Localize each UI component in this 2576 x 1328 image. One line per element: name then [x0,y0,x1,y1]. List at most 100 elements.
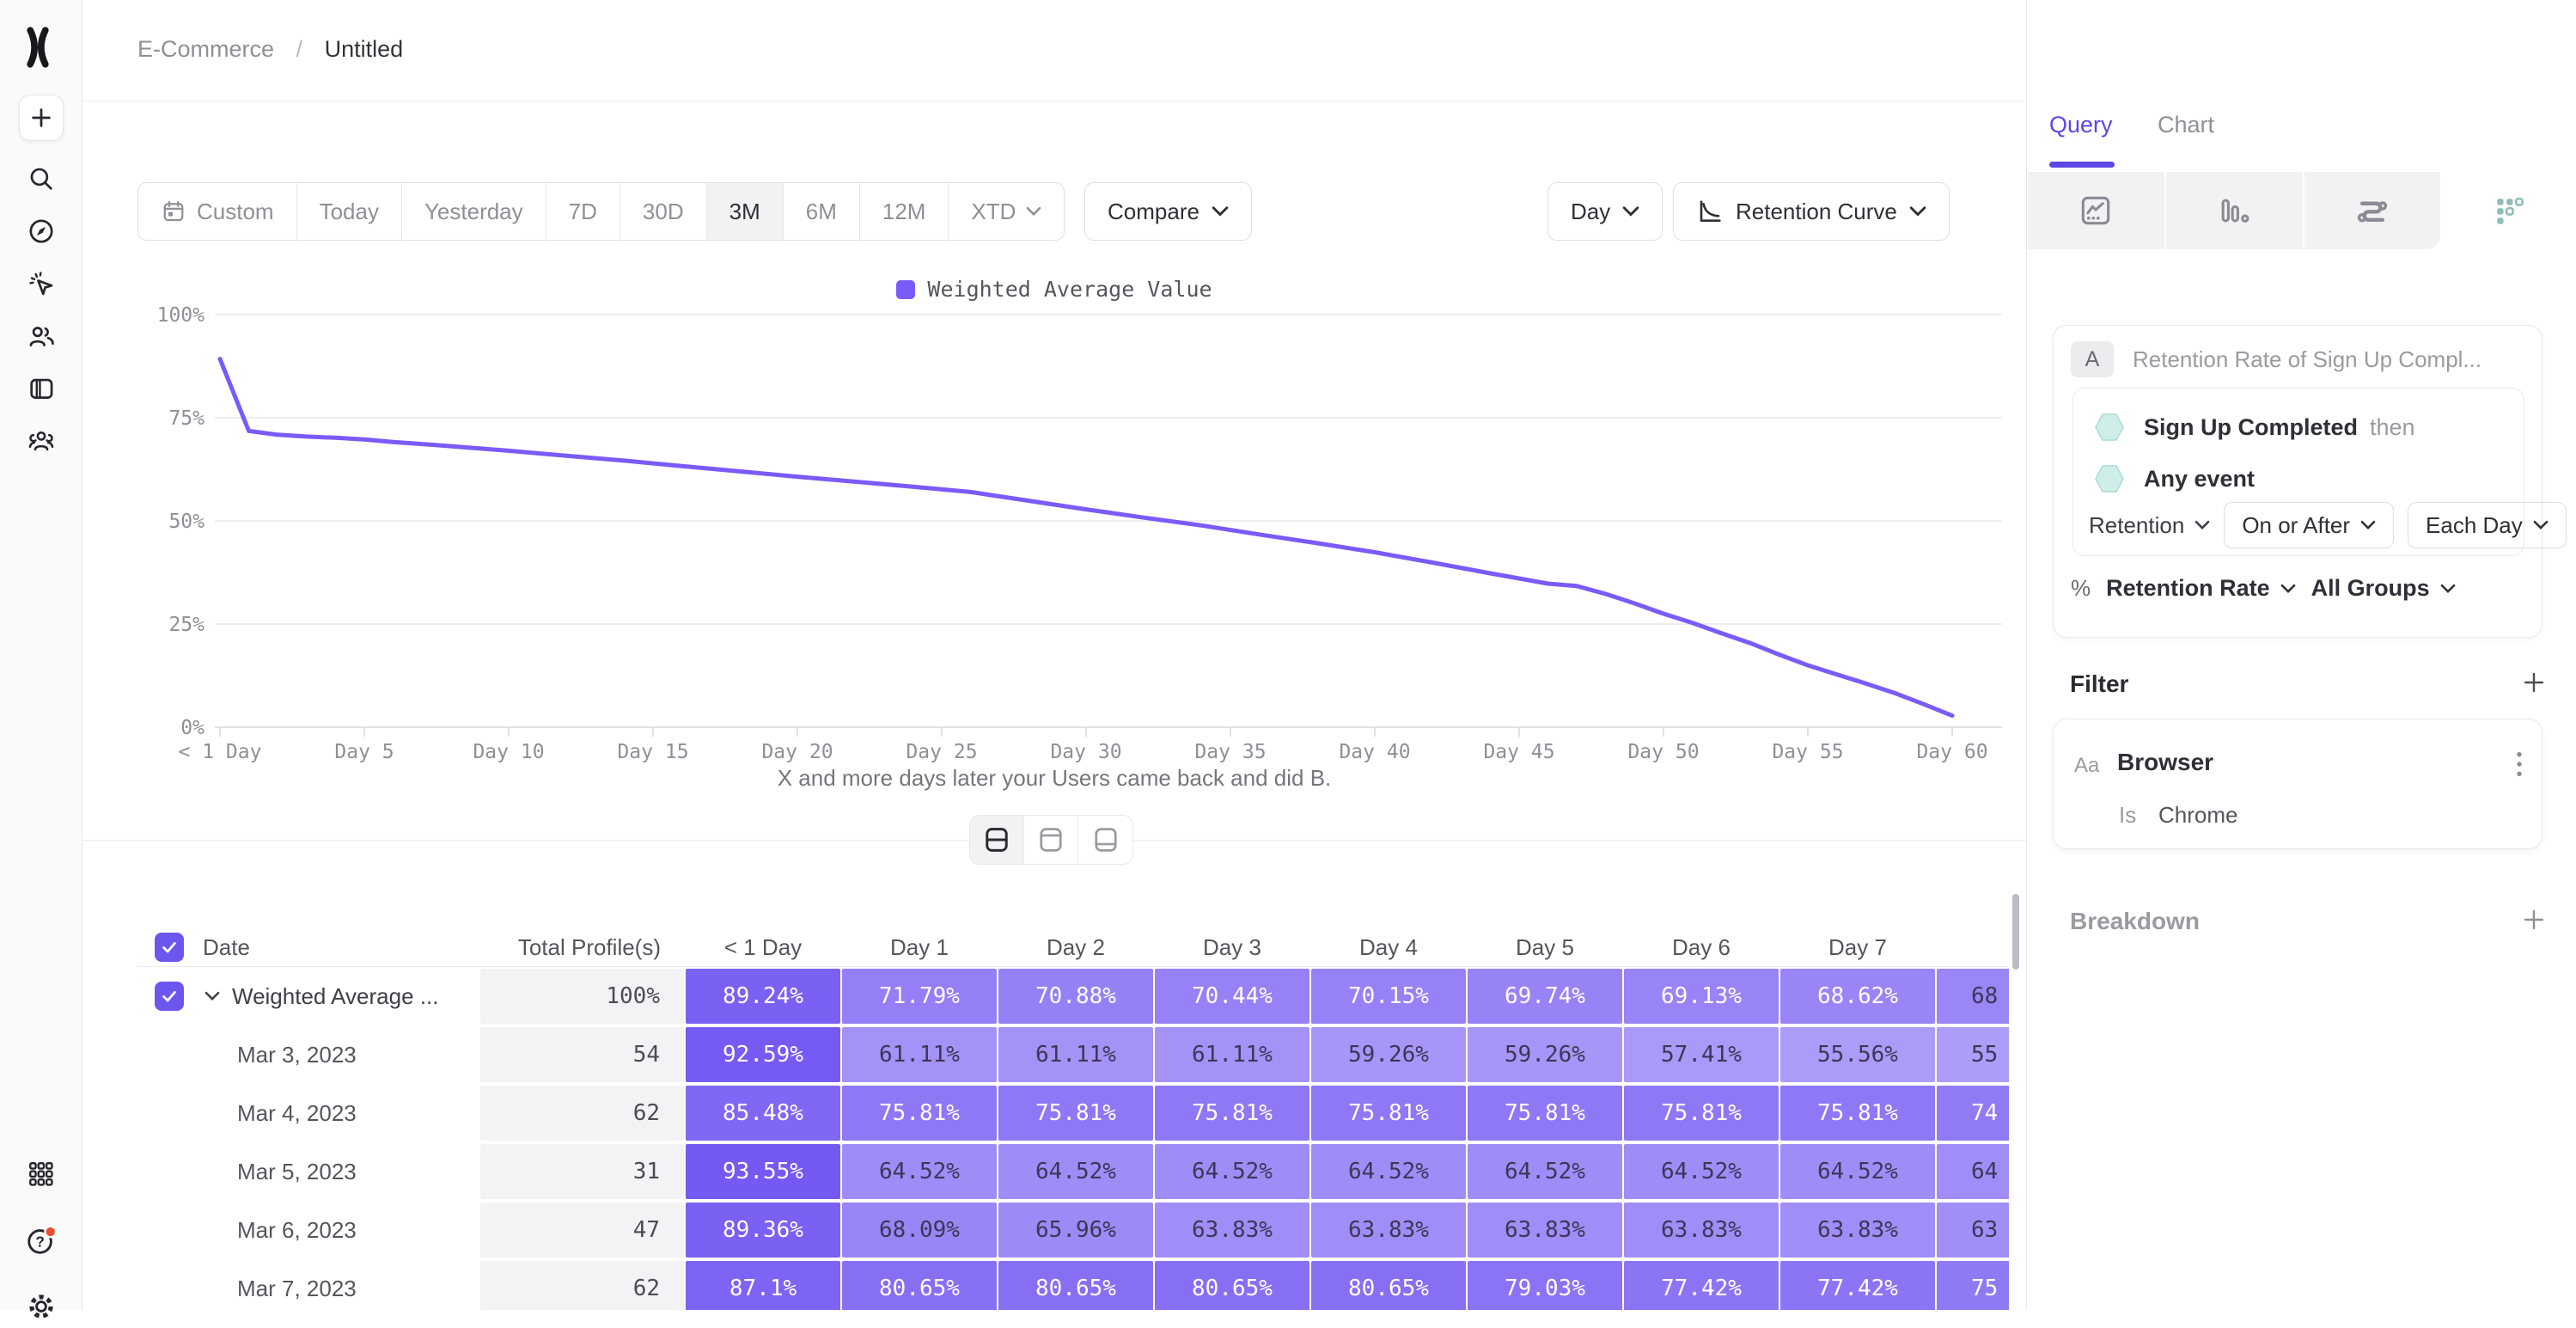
heat-cell[interactable]: 85.48% [685,1084,841,1142]
breadcrumb-page-title[interactable]: Untitled [324,36,404,62]
tab-chart[interactable]: Chart [2158,112,2215,138]
heat-cell[interactable]: 70.44% [1154,967,1310,1025]
select-all-checkbox[interactable] [155,933,184,962]
heat-cell[interactable]: 63.83% [1779,1201,1936,1259]
date-cell[interactable]: Mar 4, 2023 [137,1084,479,1142]
heat-cell[interactable]: 55 [1936,1025,2009,1084]
heat-cell[interactable]: 89.36% [685,1201,841,1259]
filter-property[interactable]: Browser [2117,749,2214,775]
column-header[interactable]: Date [137,933,479,962]
heat-cell[interactable]: 79.03% [1467,1259,1623,1310]
heat-cell[interactable]: 65.96% [998,1201,1154,1259]
heat-cell[interactable]: 75.81% [841,1084,998,1142]
heat-cell[interactable]: 93.55% [685,1142,841,1201]
heat-cell[interactable]: 71.79% [841,967,998,1025]
add-filter-button[interactable] [2518,667,2549,698]
range-yesterday[interactable]: Yesterday [402,183,546,240]
filter-operator[interactable]: Is [2119,802,2137,828]
vertical-scrollbar[interactable] [2012,894,2019,970]
heat-cell[interactable]: 75.81% [1779,1084,1936,1142]
heat-cell[interactable]: 75.81% [1154,1084,1310,1142]
heat-cell[interactable]: 75.81% [1623,1084,1779,1142]
date-cell[interactable]: Mar 5, 2023 [137,1142,479,1201]
range-custom[interactable]: Custom [138,183,297,240]
range-today[interactable]: Today [297,183,402,240]
column-header[interactable]: Day 1 [841,934,998,961]
heat-cell[interactable]: 59.26% [1310,1025,1467,1084]
heat-cell[interactable]: 80.65% [841,1259,998,1310]
retention-curve-line[interactable] [217,357,1955,719]
layout-top-toggle[interactable] [1024,816,1078,864]
heat-cell[interactable]: 75 [1936,1259,2009,1310]
report-tab-bar-chart[interactable] [2165,172,2304,249]
heat-cell[interactable]: 69.74% [1467,967,1623,1025]
heat-cell[interactable]: 61.11% [998,1025,1154,1084]
heat-cell[interactable]: 92.59% [685,1025,841,1084]
heat-cell[interactable]: 64.52% [841,1142,998,1201]
heat-cell[interactable]: 80.65% [998,1259,1154,1310]
heat-cell[interactable]: 75.81% [998,1084,1154,1142]
event-step-b[interactable]: Any event [2094,464,2255,493]
heat-cell[interactable]: 87.1% [685,1259,841,1310]
chart-legend[interactable]: Weighted Average Value [82,277,2026,302]
filter-menu-button[interactable] [2504,745,2535,783]
date-cell[interactable]: Mar 6, 2023 [137,1201,479,1259]
apps-grid-icon[interactable] [17,1153,65,1196]
heat-cell[interactable]: 80.65% [1310,1259,1467,1310]
range-xtd[interactable]: XTD [949,183,1064,240]
heat-cell[interactable]: 63.83% [1623,1201,1779,1259]
heat-cell[interactable]: 63 [1936,1201,2009,1259]
users-two-icon[interactable] [17,315,65,358]
heat-cell[interactable]: 77.42% [1779,1259,1936,1310]
compass-icon[interactable] [17,210,65,253]
column-header[interactable]: Total Profile(s) [479,934,685,961]
date-cell[interactable]: Weighted Average ... [137,967,479,1025]
column-header[interactable]: Day 7 [1779,934,1936,961]
report-tab-flows[interactable] [2304,172,2441,249]
heat-cell[interactable]: 63.83% [1467,1201,1623,1259]
metric-dropdown[interactable]: Retention Rate [2106,575,2296,602]
heat-cell[interactable]: 68.62% [1779,967,1936,1025]
column-header[interactable]: Day 3 [1154,934,1310,961]
heat-cell[interactable]: 75.81% [1310,1084,1467,1142]
report-tab-retention-grid[interactable] [2440,172,2576,249]
filter-value[interactable]: Chrome [2158,802,2238,828]
chart-type-button[interactable]: Retention Curve [1673,182,1950,241]
compare-button[interactable]: Compare [1084,182,1252,241]
heat-cell[interactable]: 74 [1936,1084,2009,1142]
layout-bottom-toggle[interactable] [1078,816,1132,864]
breadcrumb-project[interactable]: E-Commerce [137,36,275,62]
interval-dropdown[interactable]: Each Day [2408,502,2567,548]
criteria-dropdown[interactable]: On or After [2224,502,2395,548]
heat-cell[interactable]: 80.65% [1154,1259,1310,1310]
heat-cell[interactable]: 57.41% [1623,1025,1779,1084]
heat-cell[interactable]: 59.26% [1467,1025,1623,1084]
help-badge-icon[interactable]: ? [17,1219,65,1262]
event-step-a[interactable]: Sign Up Completed then [2094,413,2415,442]
column-header[interactable]: Day 5 [1467,934,1623,961]
heat-cell[interactable]: 64.52% [1623,1142,1779,1201]
cursor-click-icon[interactable] [17,262,65,305]
retention-type-dropdown[interactable]: Retention [2089,512,2210,539]
range-3m[interactable]: 3M [706,183,784,240]
column-header[interactable]: Day 2 [998,934,1154,961]
heat-cell[interactable]: 55.56% [1779,1025,1936,1084]
heat-cell[interactable]: 64.52% [1154,1142,1310,1201]
retention-line-chart[interactable]: 100% 75% 50% 25% 0%< 1 Day Day 5 Day 10 Day 15 D… [82,258,2026,774]
range-7d[interactable]: 7D [546,183,620,240]
query-title[interactable]: Retention Rate of Sign Up Compl... [2133,346,2482,372]
add-breakdown-button[interactable] [2518,904,2549,935]
create-button[interactable] [19,95,64,141]
gear-icon[interactable] [17,1285,65,1328]
search-icon[interactable] [17,157,65,200]
heat-cell[interactable]: 63.83% [1154,1201,1310,1259]
range-30d[interactable]: 30D [620,183,707,240]
heat-cell[interactable]: 61.11% [841,1025,998,1084]
heat-cell[interactable]: 64.52% [998,1142,1154,1201]
date-cell[interactable]: Mar 7, 2023 [137,1259,479,1310]
heat-cell[interactable]: 68.09% [841,1201,998,1259]
column-header[interactable]: < 1 Day [685,934,841,961]
heat-cell[interactable]: 61.11% [1154,1025,1310,1084]
cohort-chip[interactable]: A [2071,341,2114,377]
heat-cell[interactable]: 77.42% [1623,1259,1779,1310]
